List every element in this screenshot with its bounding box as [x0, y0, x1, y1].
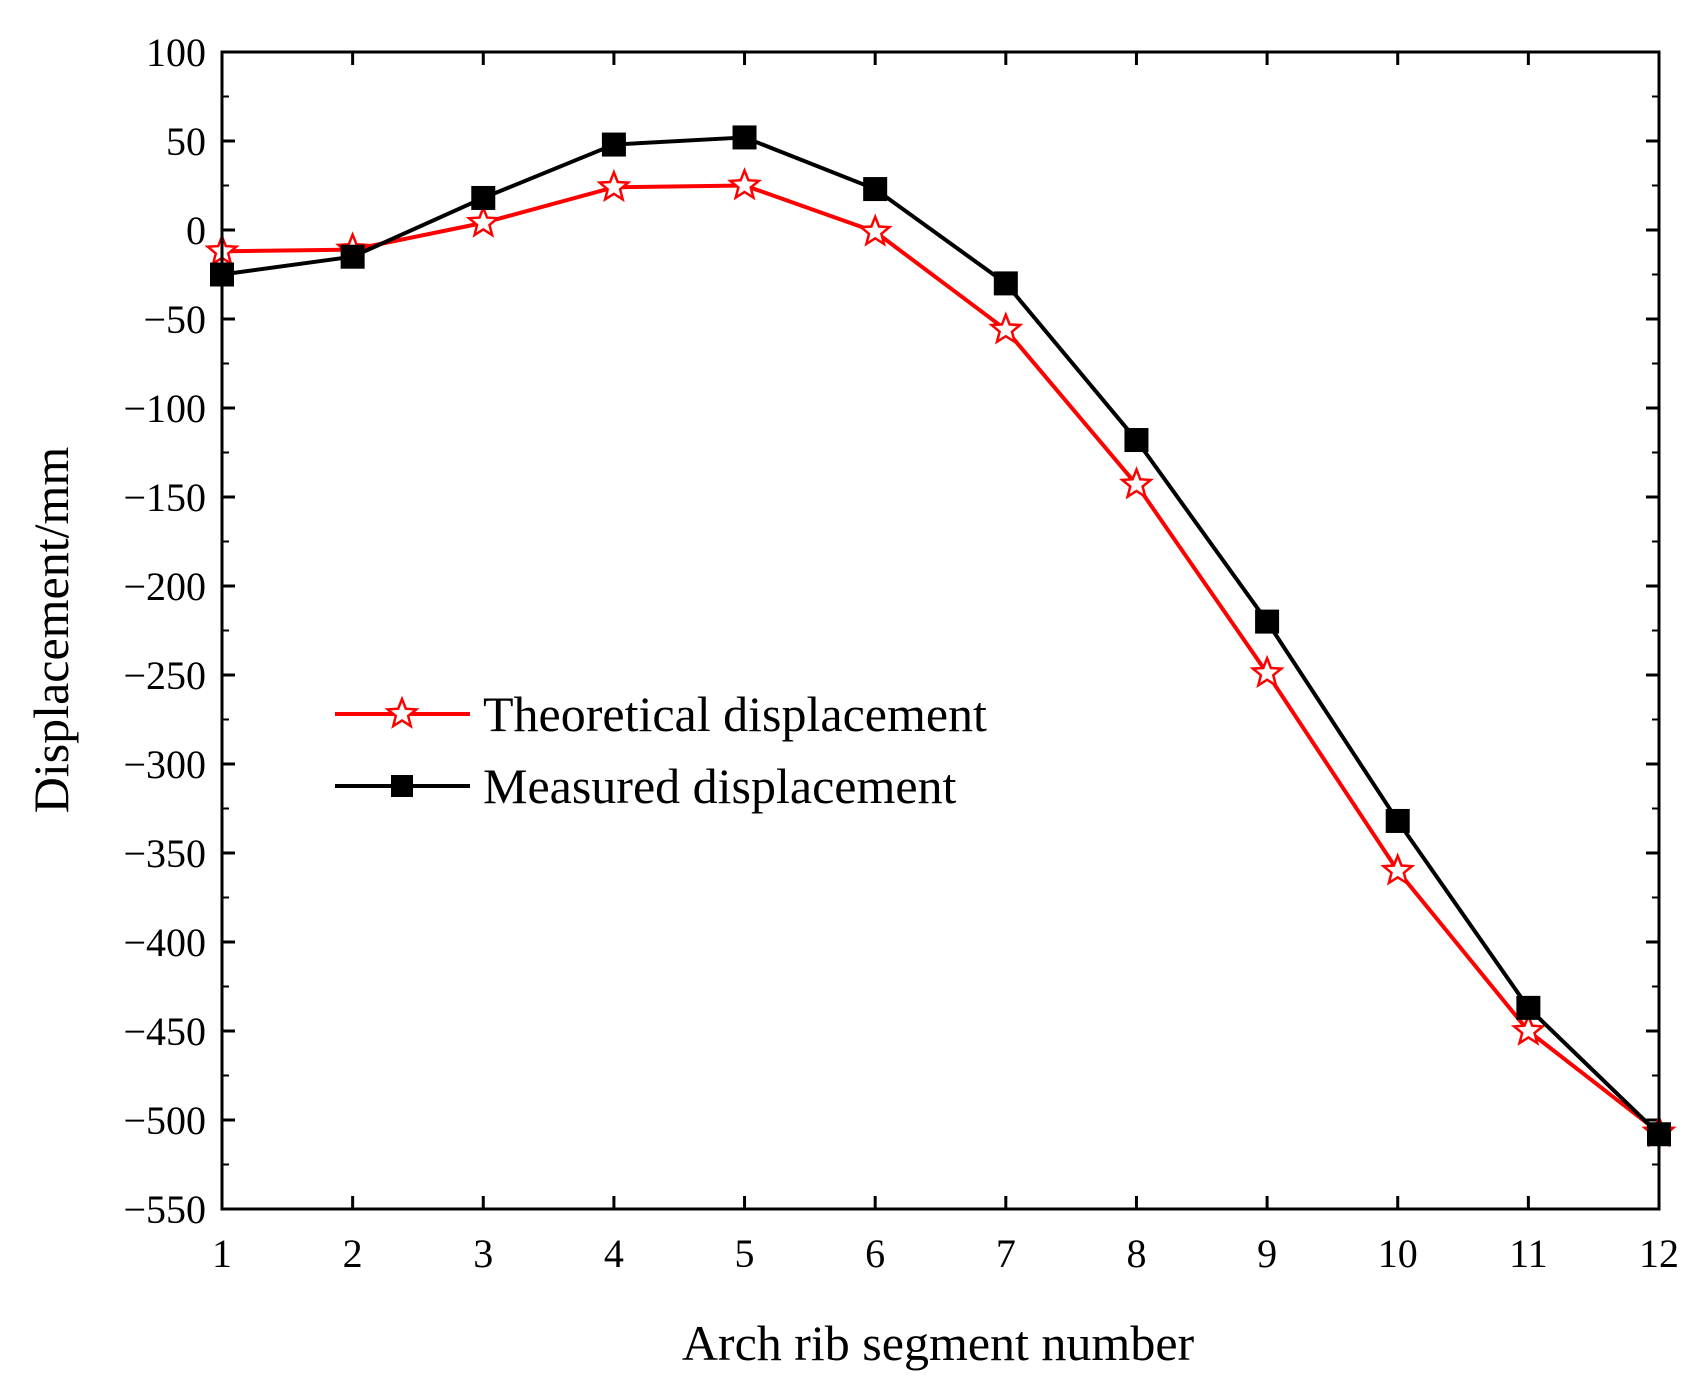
x-tick-label: 1 — [212, 1231, 232, 1276]
x-axis-title: Arch rib segment number — [682, 1315, 1195, 1371]
x-tick-label: 10 — [1378, 1231, 1418, 1276]
x-tick-label: 8 — [1126, 1231, 1146, 1276]
y-tick-label: −450 — [123, 1009, 206, 1054]
data-point-star — [1249, 654, 1285, 689]
data-point-square — [1255, 609, 1280, 634]
y-tick-label: 100 — [146, 30, 206, 75]
series-line — [221, 135, 1661, 1136]
minor-ticks — [222, 95, 1659, 1166]
legend-marker-theoretical — [384, 695, 420, 729]
data-point-square — [1124, 428, 1149, 453]
legend-label-measured: Measured displacement — [483, 758, 957, 814]
x-tick-label: 12 — [1639, 1231, 1679, 1276]
x-tick-label: 5 — [735, 1231, 755, 1276]
x-tick-labels: 1 2 3 4 5 6 7 8 9 10 11 12 — [212, 1231, 1679, 1276]
data-point-star — [988, 311, 1024, 345]
data-point-star — [1510, 1012, 1546, 1046]
y-tick-label: −100 — [123, 386, 206, 431]
data-point-star — [1380, 852, 1416, 886]
data-point-star — [727, 167, 763, 201]
legend-label-theoretical: Theoretical displacement — [483, 686, 987, 742]
series-theoretical — [204, 167, 1677, 1148]
major-ticks — [220, 50, 1661, 1211]
data-point-square — [471, 185, 496, 210]
y-axis-title: Displacement/mm — [23, 447, 79, 814]
data-point-square — [601, 132, 626, 157]
x-tick-label: 6 — [865, 1231, 885, 1276]
y-tick-label: −250 — [123, 653, 206, 698]
legend-marker-measured — [391, 775, 413, 797]
data-point-star — [1118, 466, 1154, 500]
series-line — [221, 183, 1661, 1135]
x-tick-label: 11 — [1509, 1231, 1548, 1276]
y-tick-label: −50 — [143, 297, 206, 342]
x-tick-label: 9 — [1257, 1231, 1277, 1276]
data-point-star — [465, 204, 501, 238]
x-tick-label: 4 — [604, 1231, 624, 1276]
y-tick-label: −500 — [123, 1098, 206, 1143]
plot-frame — [220, 50, 1661, 1211]
y-tick-label: 50 — [166, 119, 206, 164]
y-tick-label: −350 — [123, 831, 206, 876]
data-point-square — [993, 271, 1018, 296]
x-tick-label: 7 — [996, 1231, 1016, 1276]
y-tick-label: −300 — [123, 742, 206, 787]
y-tick-label: 0 — [186, 208, 206, 253]
data-point-square — [1385, 808, 1410, 833]
x-tick-label: 2 — [343, 1231, 363, 1276]
y-tick-label: −550 — [123, 1187, 206, 1232]
y-tick-label: −200 — [123, 564, 206, 609]
y-tick-label: −400 — [123, 920, 206, 965]
data-point-square — [732, 125, 757, 150]
data-point-square — [340, 244, 365, 269]
x-tick-label: 3 — [473, 1231, 493, 1276]
data-point-square — [1516, 995, 1541, 1020]
data-point-star — [596, 168, 632, 203]
y-tick-label: −150 — [123, 475, 206, 520]
data-point-square — [863, 177, 888, 202]
data-point-star — [857, 213, 893, 247]
series-layer — [204, 125, 1677, 1148]
y-tick-labels: 100 50 0 −50 −100 −150 −200 −250 −300 −350 −400 −45… — [123, 30, 206, 1232]
legend: Theoretical displacement Measured displa… — [335, 686, 987, 814]
